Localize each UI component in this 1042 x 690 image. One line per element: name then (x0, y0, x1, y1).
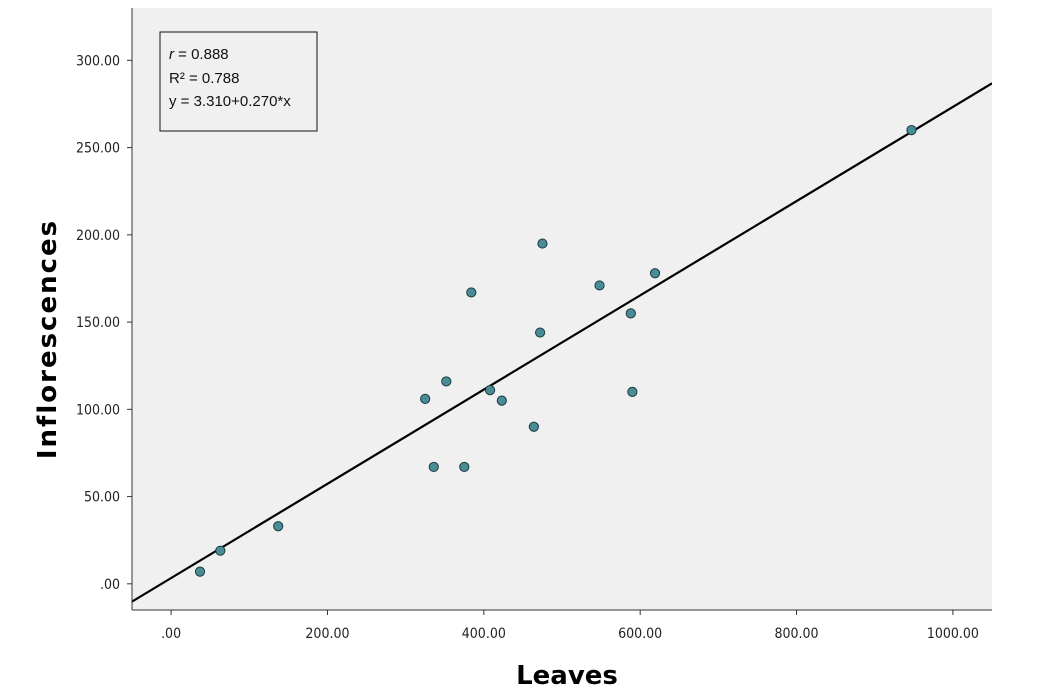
data-point (420, 393, 431, 404)
stats-box: r = 0.888 R² = 0.788 y = 3.310+0.270*x (159, 31, 318, 132)
stats-r2-text: R² = 0.788 (169, 70, 239, 87)
stats-box-frame (159, 31, 318, 132)
data-point (906, 125, 917, 136)
x-tick-label: 800.00 (775, 626, 819, 642)
data-point (537, 238, 548, 249)
data-point (194, 566, 206, 577)
x-tick-label: 400.00 (462, 626, 506, 642)
x-tick-label: 1000.00 (927, 626, 979, 642)
y-axis-title: Inflorescences (33, 219, 63, 459)
stats-r-text: r = 0.888 (169, 46, 229, 63)
data-point (428, 461, 439, 473)
x-tick-label: .00 (161, 626, 181, 642)
data-point (627, 386, 638, 397)
y-tick-label: 50.00 (84, 490, 120, 506)
chart-marks (132, 82, 992, 603)
y-tick-label: 100.00 (76, 402, 120, 418)
data-point (625, 308, 636, 319)
stats-r-symbol: r (169, 46, 175, 63)
data-point (535, 327, 546, 338)
data-point (459, 461, 470, 473)
stats-equation-text: y = 3.310+0.270*x (169, 93, 291, 110)
regression-line (132, 82, 992, 603)
data-point (273, 521, 284, 532)
plot-area (132, 8, 992, 610)
y-tick-label: 250.00 (76, 141, 120, 157)
data-point (215, 545, 226, 556)
axes: .00 200.00 400.00 600.00 800.00 1000.00 .00 50.… (76, 8, 992, 642)
y-tick-label: 200.00 (76, 228, 120, 244)
data-point (441, 376, 452, 387)
stats-r-value: = 0.888 (174, 46, 229, 63)
data-point (484, 385, 496, 396)
y-tick-label: 150.00 (76, 315, 120, 331)
x-tick-label: 600.00 (618, 626, 662, 642)
data-point (496, 395, 507, 406)
data-point (466, 287, 477, 298)
data-point (528, 421, 539, 432)
data-point (649, 268, 661, 279)
y-tick-label: .00 (100, 577, 120, 593)
x-tick-label: 200.00 (305, 626, 349, 642)
x-axis-title: Leaves (516, 661, 618, 690)
y-tick-label: 300.00 (76, 53, 120, 69)
data-point (594, 280, 605, 291)
